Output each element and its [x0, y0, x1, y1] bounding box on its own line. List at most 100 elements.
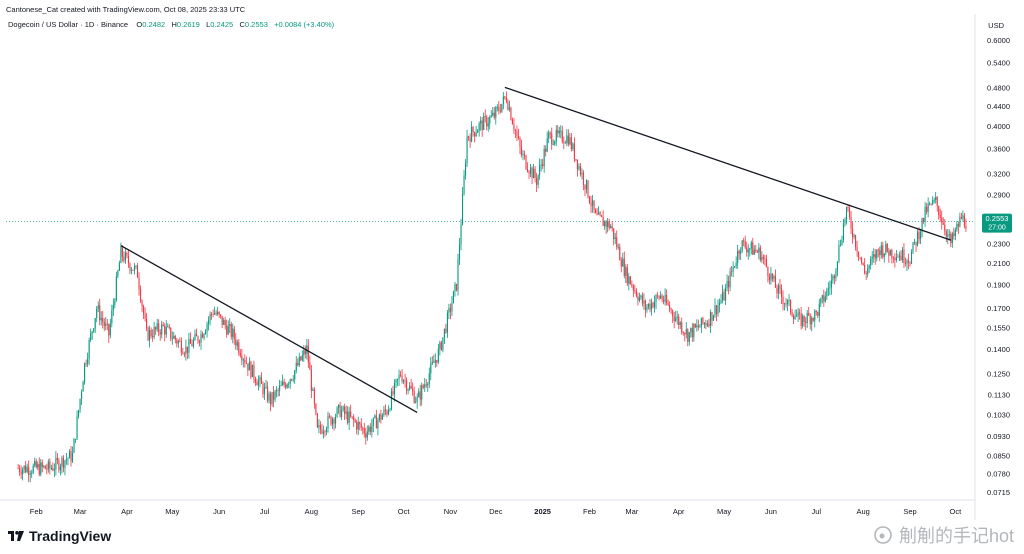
candle-body — [338, 404, 340, 408]
candle-body — [564, 142, 566, 144]
candle-body — [480, 120, 482, 124]
candle-body — [835, 270, 837, 279]
candle-body — [729, 271, 731, 288]
candle-body — [850, 217, 852, 229]
symbol-legend[interactable]: Dogecoin / US Dollar · 1D · Binance O0.2… — [8, 20, 334, 29]
candle-body — [176, 339, 178, 344]
candle-body — [864, 265, 866, 274]
symbol-name: Dogecoin / US Dollar · 1D · Binance — [8, 20, 129, 29]
candle-body — [130, 269, 133, 271]
watermark-text: 㓩㓩的手记hot — [898, 526, 1014, 546]
candle-body — [44, 465, 46, 469]
candle-body — [933, 199, 935, 201]
candle-body — [555, 129, 557, 142]
candle-body — [360, 423, 362, 428]
candle-body — [84, 363, 86, 382]
candle-body — [903, 249, 905, 263]
x-tick-label: Aug — [305, 507, 318, 516]
candle-body — [404, 380, 406, 382]
candle-body — [111, 310, 113, 324]
candle-body — [861, 258, 863, 263]
candle-body — [593, 200, 595, 210]
currency-label[interactable]: USD — [988, 21, 1004, 30]
candle-body — [280, 385, 282, 386]
candle-body — [254, 378, 256, 383]
candle-body — [643, 300, 645, 304]
candle-body — [124, 252, 126, 261]
candle-body — [294, 370, 296, 380]
candle-body — [297, 362, 299, 366]
candle-body — [206, 323, 208, 332]
candle-body — [268, 393, 270, 401]
candle-body — [472, 127, 474, 133]
y-tick-label: 0.5400 — [987, 58, 1010, 67]
candle-body — [900, 255, 902, 261]
candle-body — [192, 339, 195, 347]
candle-body — [613, 228, 615, 240]
candle-body — [868, 265, 870, 269]
candle-body — [842, 223, 845, 240]
candle-body — [129, 263, 131, 271]
candle-body — [629, 276, 631, 285]
candle-body — [82, 381, 84, 392]
candle-body — [412, 388, 414, 392]
candle-body — [672, 310, 674, 317]
candle-body — [963, 215, 965, 226]
candle-body — [534, 168, 536, 179]
candle-body — [483, 116, 485, 131]
candle-body — [93, 328, 95, 332]
candle-body — [533, 168, 535, 179]
candle-body — [525, 155, 527, 169]
candle-body — [149, 329, 151, 341]
tradingview-logo[interactable]: TradingView — [8, 528, 111, 544]
candle-body — [536, 178, 538, 185]
candle-body — [38, 464, 40, 475]
candle-body — [171, 338, 173, 340]
candle-body — [152, 336, 154, 338]
candle-body — [58, 460, 60, 471]
price-tag-value: 0.2553 — [986, 214, 1009, 223]
candle-body — [112, 304, 114, 311]
candle-body — [622, 258, 624, 267]
candle-body — [22, 469, 24, 475]
candle-body — [927, 203, 929, 212]
candle-body — [105, 323, 107, 326]
candle-body — [741, 240, 743, 251]
candle-body — [85, 363, 87, 364]
candle-body — [248, 361, 250, 371]
candle-body — [319, 425, 322, 430]
candle-body — [59, 466, 61, 471]
candle-body — [118, 262, 120, 271]
candle-body — [743, 240, 745, 242]
candle-body — [31, 472, 33, 474]
candle-body — [519, 138, 521, 147]
candle-body — [156, 323, 158, 330]
candle-body — [957, 224, 959, 227]
candle-body — [87, 358, 89, 364]
candle-body — [496, 107, 498, 108]
open-label: O — [136, 20, 143, 29]
candle-body — [705, 323, 707, 326]
candle-body — [702, 317, 704, 324]
candle-body — [594, 209, 597, 214]
candle-body — [693, 324, 695, 338]
candle-body — [753, 249, 755, 255]
candle-body — [959, 217, 961, 227]
candle-body — [242, 359, 244, 361]
candle-body — [836, 261, 839, 271]
candle-body — [273, 392, 275, 400]
candle-body — [164, 325, 166, 335]
x-tick-label: Oct — [950, 507, 963, 516]
candle-body — [430, 363, 432, 374]
candle-body — [486, 116, 488, 127]
candle-body — [619, 246, 621, 261]
candle-body — [773, 276, 775, 279]
candle-body — [174, 335, 176, 340]
candle-body — [484, 116, 486, 117]
candle-body — [501, 103, 503, 112]
y-tick-label: 0.0715 — [987, 488, 1010, 497]
candle-body — [718, 302, 721, 306]
candle-body — [932, 200, 934, 205]
candle-body — [879, 250, 881, 256]
